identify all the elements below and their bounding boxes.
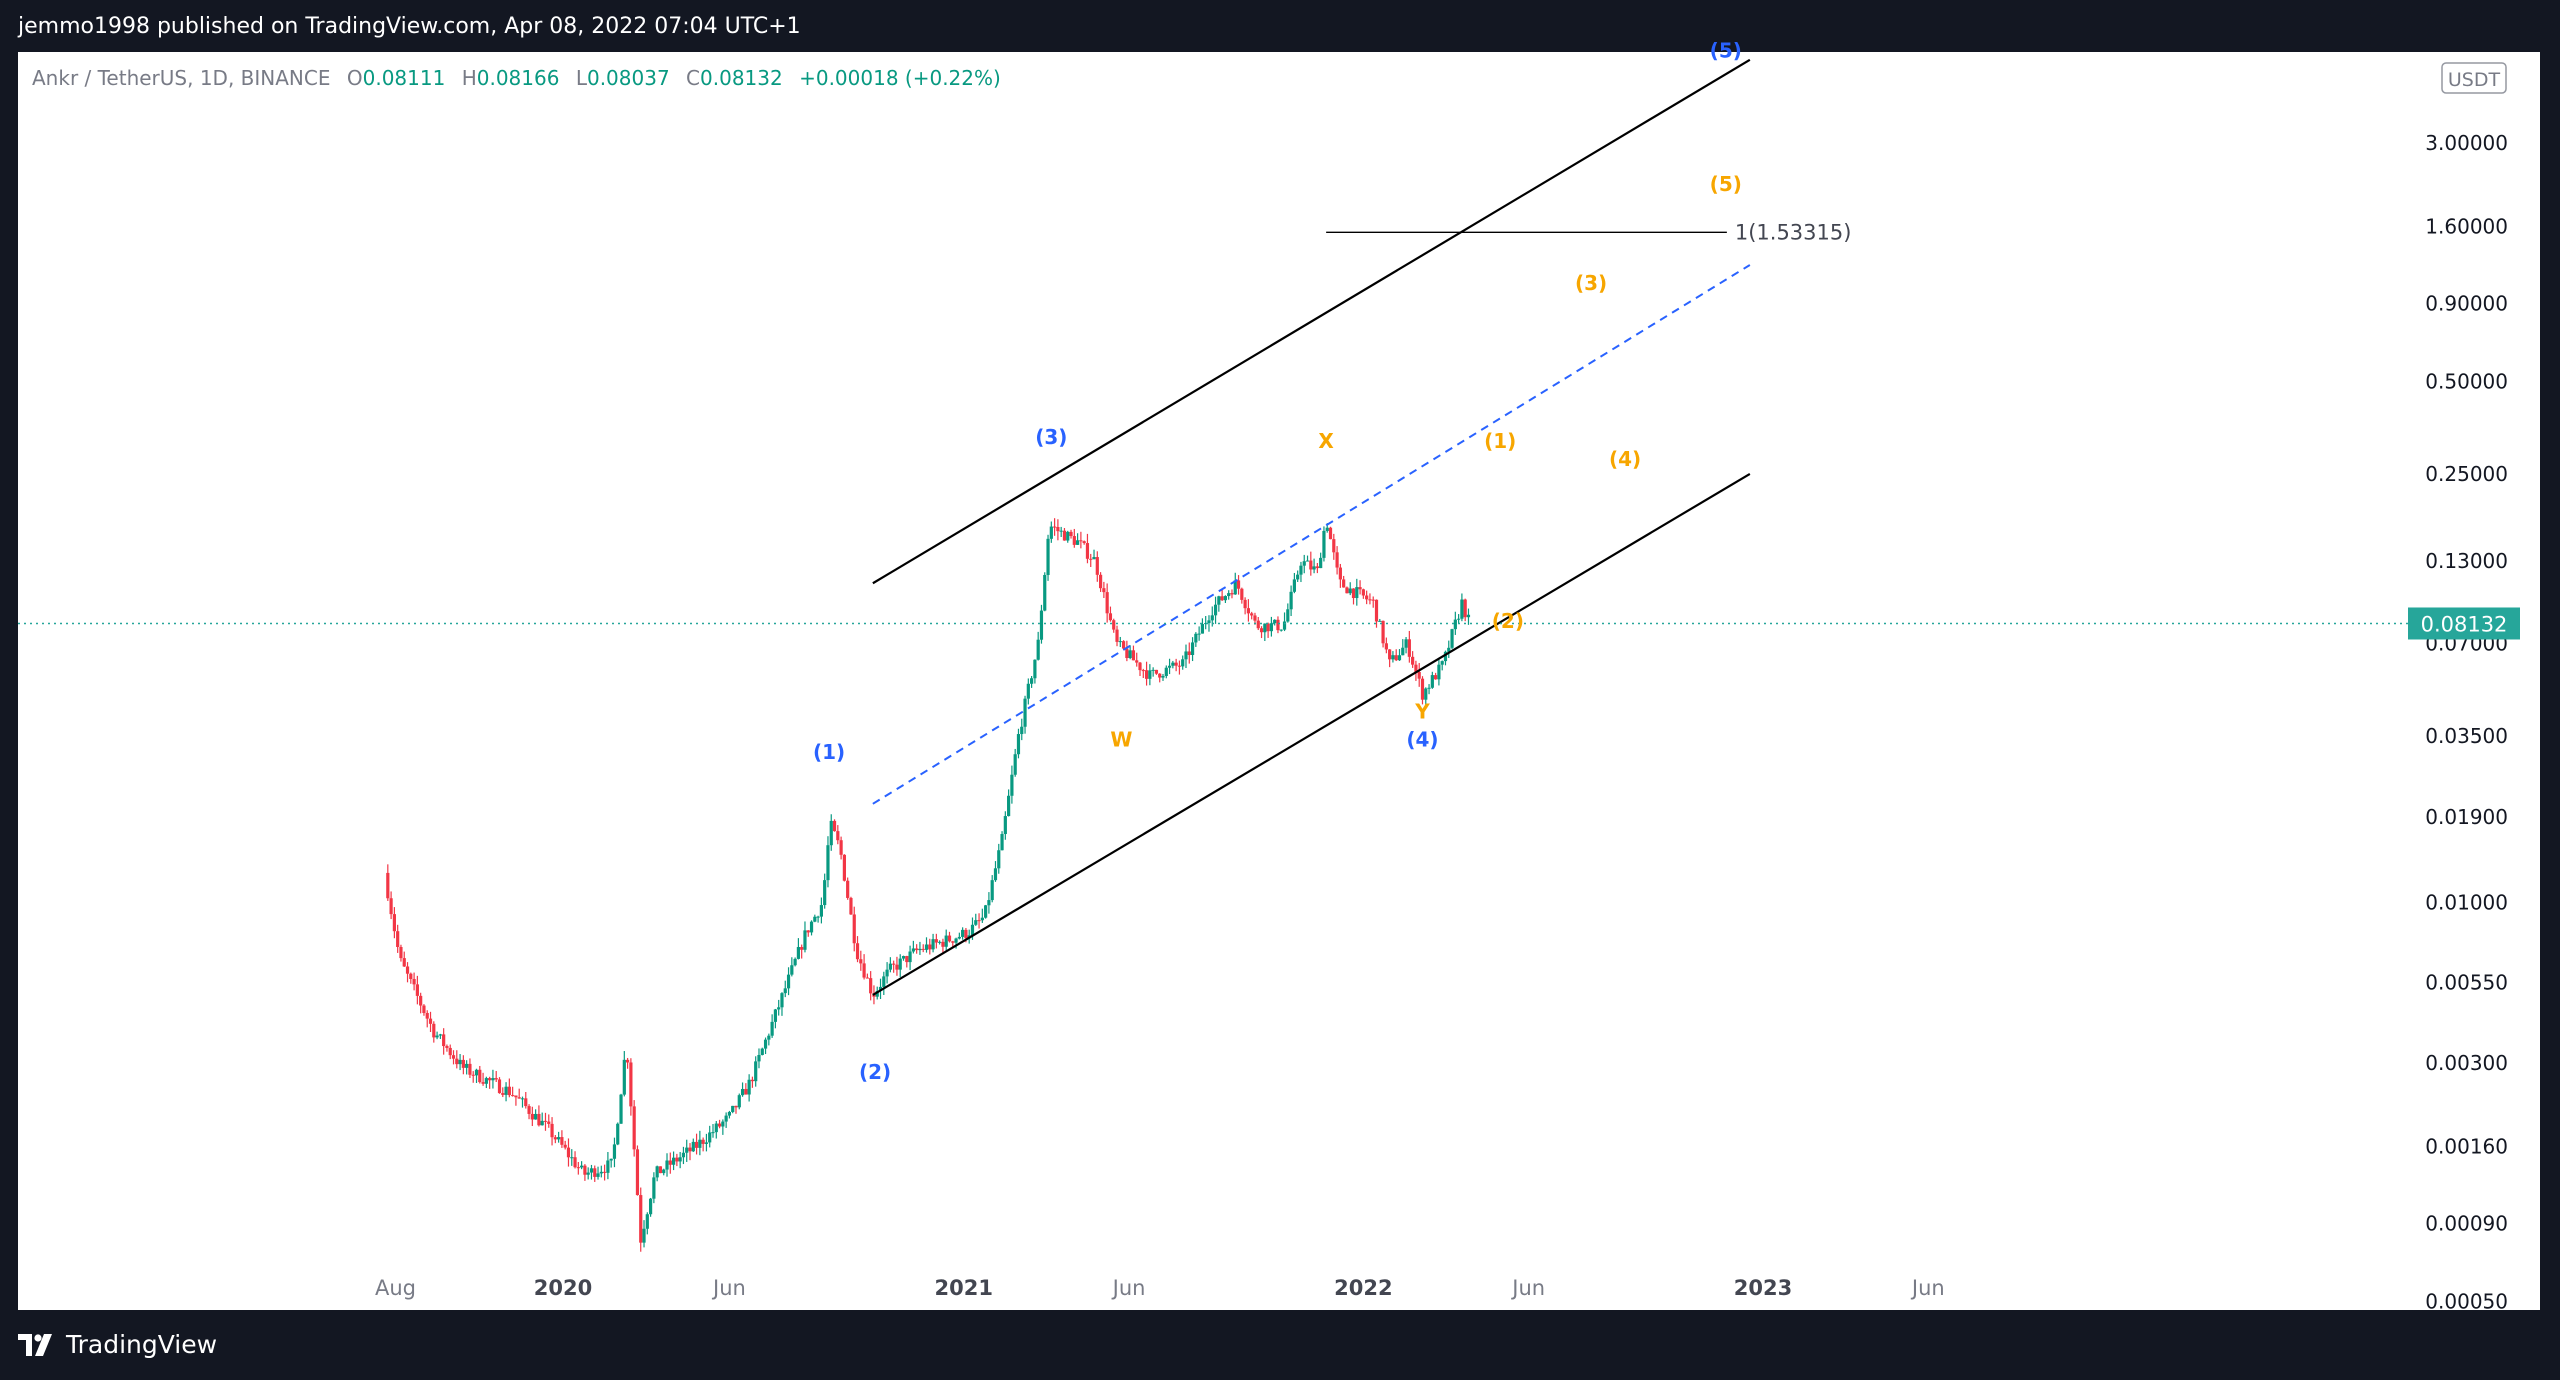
close-value: 0.08132 xyxy=(700,66,783,90)
footer-bar xyxy=(0,1310,2560,1380)
change-value: +0.00018 (+0.22%) xyxy=(799,66,1001,90)
close-label: C xyxy=(686,66,701,90)
tradingview-logo-icon xyxy=(18,1333,52,1356)
low-label: L xyxy=(575,66,587,90)
publish-info: jemmo1998 published on TradingView.com, … xyxy=(18,14,801,39)
brand-name: TradingView xyxy=(66,1330,218,1359)
tradingview-brand[interactable]: TradingView xyxy=(18,1330,217,1359)
symbol-legend: Ankr / TetherUS, 1D, BINANCE O0.08111 H0… xyxy=(32,66,1001,90)
open-value: 0.08111 xyxy=(362,66,446,90)
high-value: 0.08166 xyxy=(476,66,560,90)
symbol-name: Ankr / TetherUS, 1D, BINANCE xyxy=(32,66,331,90)
chart-area[interactable] xyxy=(18,52,2540,1310)
high-label: H xyxy=(461,66,477,90)
low-value: 0.08037 xyxy=(586,66,670,90)
publish-header: jemmo1998 published on TradingView.com, … xyxy=(0,0,2560,52)
open-label: O xyxy=(346,66,363,90)
